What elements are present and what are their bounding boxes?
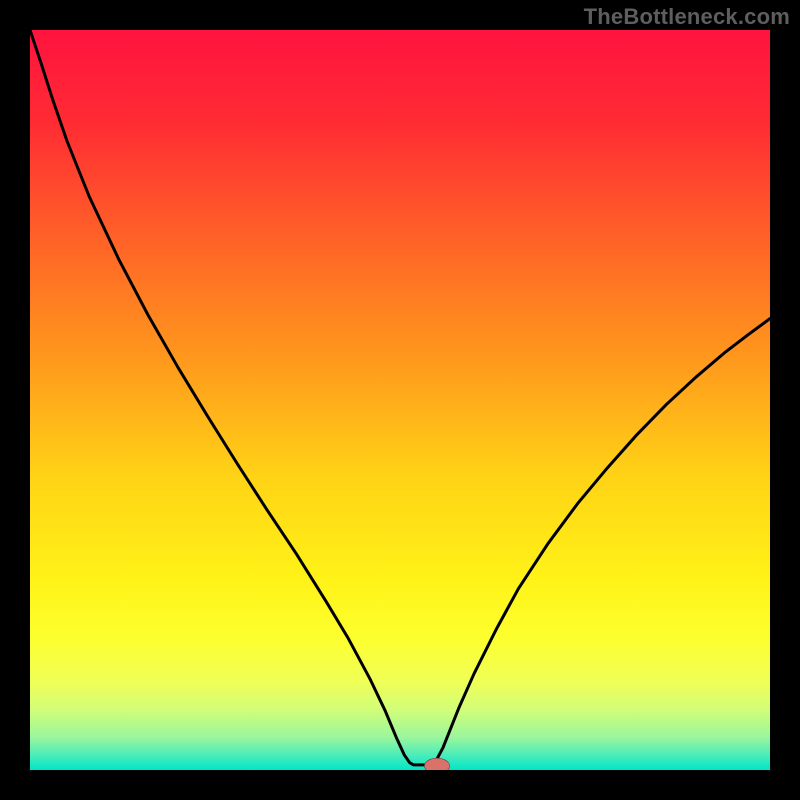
plot-area [30,30,770,770]
attribution-label: TheBottleneck.com [584,4,790,30]
chart-svg [30,30,770,770]
gradient-background [30,30,770,770]
chart-frame: TheBottleneck.com [0,0,800,800]
